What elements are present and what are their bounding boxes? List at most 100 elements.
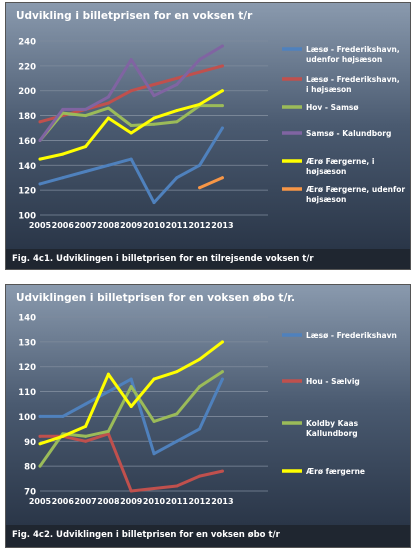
x-tick-label: 2007 (74, 221, 96, 230)
legend-label: Læsø - Frederikshavn, (306, 45, 400, 54)
legend-label-cont: Kallundborg (306, 429, 358, 438)
data-point (152, 452, 156, 456)
data-point (129, 124, 133, 128)
chart-panel-1: Udvikling i billetprisen for en voksen t… (5, 2, 411, 270)
data-point (106, 106, 110, 110)
y-tick-label: 200 (18, 87, 36, 97)
x-tick-label: 2010 (143, 497, 166, 506)
data-point (175, 83, 179, 86)
data-point (152, 83, 156, 86)
data-point (106, 101, 110, 105)
data-point (198, 385, 202, 389)
data-point (106, 372, 110, 376)
chart-2: Udviklingen i billetprisen for en voksen… (6, 285, 410, 547)
y-tick-label: 120 (18, 187, 36, 197)
data-point (84, 114, 88, 118)
legend-label: Hou - Sælvig (306, 377, 360, 386)
data-point (152, 487, 156, 491)
data-point (106, 432, 110, 436)
legend-label-cont: højsæson (306, 167, 346, 176)
y-tick-label: 80 (24, 463, 36, 473)
y-tick-label: 90 (24, 438, 36, 448)
data-point (38, 464, 42, 468)
x-tick-label: 2013 (211, 497, 233, 506)
data-point (220, 469, 224, 473)
data-point (152, 201, 156, 205)
x-tick-label: 2005 (29, 221, 52, 230)
data-point (129, 157, 133, 161)
data-point (198, 70, 202, 74)
data-point (61, 152, 65, 156)
data-point (84, 107, 88, 111)
data-point (38, 138, 42, 142)
x-tick-label: 2008 (97, 497, 120, 506)
x-tick-label: 2011 (166, 497, 189, 506)
x-tick-label: 2006 (52, 221, 75, 230)
y-tick-label: 160 (18, 137, 36, 147)
chart-panel-2: Udviklingen i billetprisen for en voksen… (5, 284, 411, 548)
series-line-5 (198, 176, 224, 190)
x-tick-label: 2009 (120, 221, 143, 230)
x-tick-label: 2010 (143, 221, 166, 230)
chart-caption: Fig. 4c2. Udviklingen i billetprisen for… (12, 530, 281, 540)
caption-background (6, 249, 410, 269)
legend-label-cont: i højsæson (306, 85, 352, 94)
chart-title: Udviklingen i billetprisen for en voksen… (16, 292, 295, 304)
data-point (220, 89, 224, 93)
data-point (220, 64, 224, 68)
data-point (129, 131, 133, 135)
data-point (198, 186, 202, 190)
x-tick-label: 2006 (52, 497, 75, 506)
data-point (220, 340, 224, 344)
data-point (175, 76, 179, 80)
data-point (198, 163, 202, 167)
x-tick-label: 2009 (120, 497, 143, 506)
data-point (129, 58, 133, 62)
y-tick-label: 130 (18, 338, 36, 348)
data-point (129, 489, 133, 493)
chart-caption: Fig. 4c1. Udviklingen i billetprisen for… (12, 254, 314, 264)
data-point (175, 370, 179, 374)
y-tick-label: 220 (18, 62, 36, 72)
legend-label: Ærø færgerne (306, 467, 365, 476)
data-point (175, 439, 179, 443)
data-point (84, 439, 88, 443)
data-point (84, 424, 88, 428)
y-tick-label: 100 (18, 212, 36, 222)
data-point (38, 414, 42, 418)
data-point (38, 120, 42, 124)
data-point (220, 126, 224, 130)
y-tick-label: 120 (18, 363, 36, 373)
data-point (198, 474, 202, 478)
data-point (38, 434, 42, 438)
data-point (175, 176, 179, 180)
y-tick-label: 240 (18, 38, 36, 48)
data-point (152, 116, 156, 120)
data-point (220, 176, 224, 180)
data-point (220, 104, 224, 108)
legend-label: Hov - Samsø (306, 103, 359, 112)
data-point (84, 434, 88, 438)
data-point (220, 377, 224, 381)
data-point (198, 357, 202, 361)
data-point (106, 116, 110, 120)
data-point (198, 427, 202, 431)
data-point (220, 44, 224, 48)
y-tick-label: 140 (18, 314, 36, 324)
data-point (84, 402, 88, 406)
data-point (129, 385, 133, 389)
data-point (84, 145, 88, 149)
y-tick-label: 110 (18, 388, 36, 398)
data-point (198, 102, 202, 106)
data-point (198, 58, 202, 62)
chart-background (6, 285, 410, 525)
data-point (152, 122, 156, 126)
data-point (220, 370, 224, 374)
y-tick-label: 100 (18, 413, 36, 423)
x-tick-label: 2007 (74, 497, 96, 506)
data-point (175, 412, 179, 416)
x-tick-label: 2013 (211, 221, 233, 230)
x-tick-label: 2012 (188, 221, 210, 230)
data-point (106, 429, 110, 433)
data-point (152, 94, 156, 98)
